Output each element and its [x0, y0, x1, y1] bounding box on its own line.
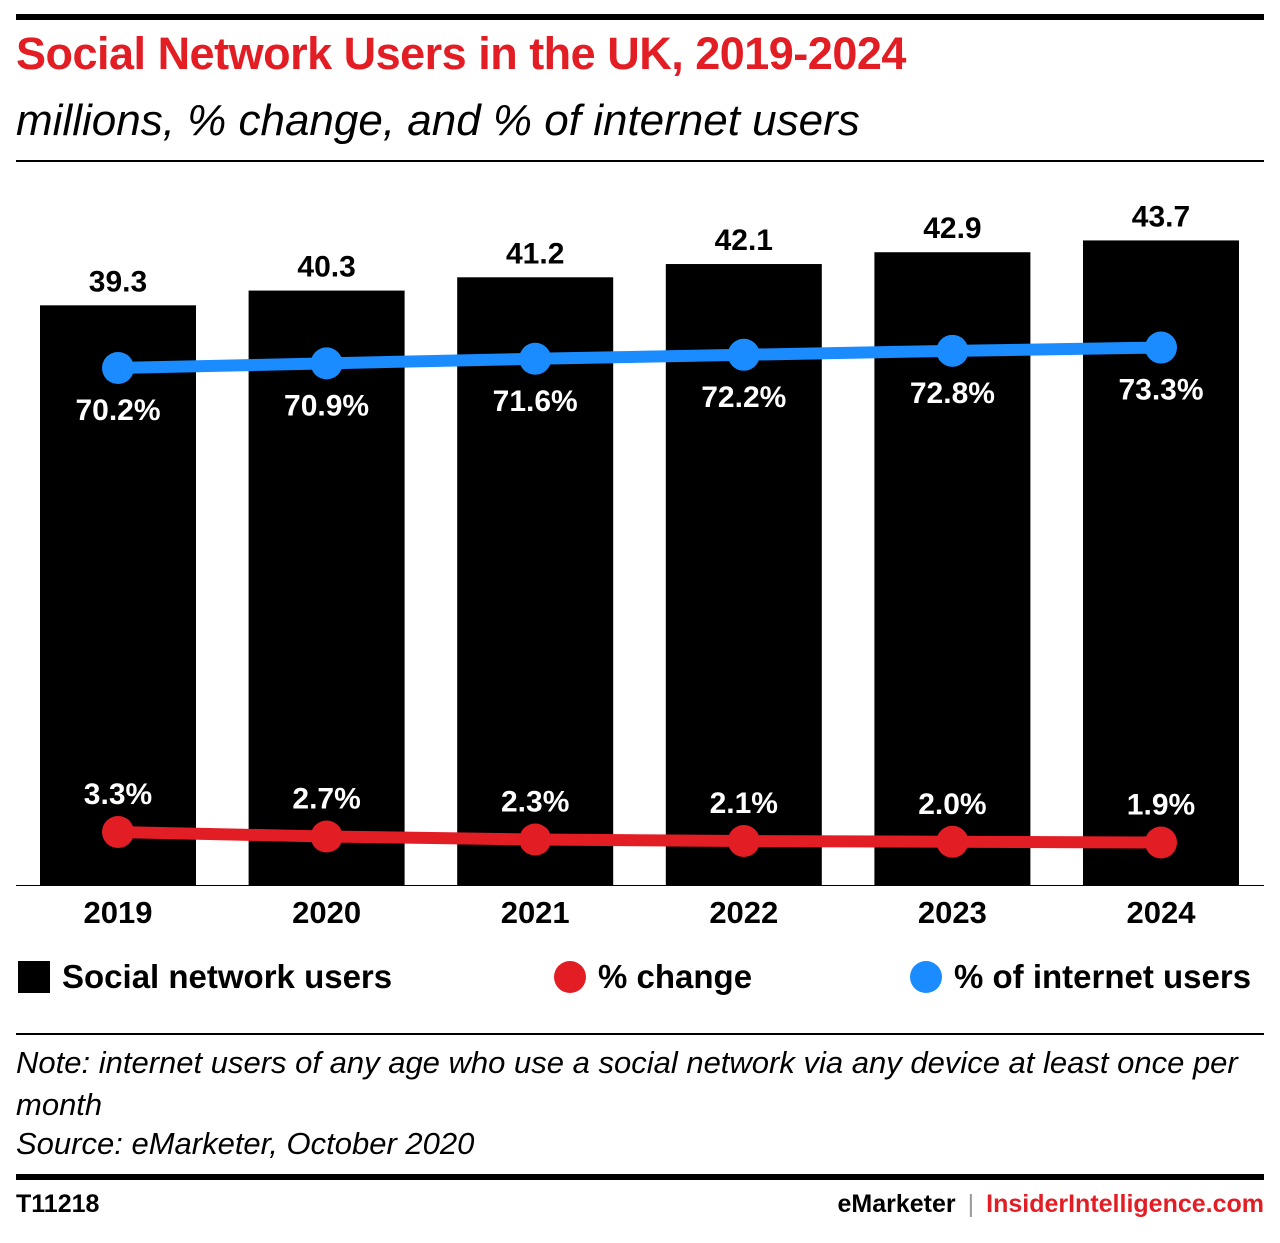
brand-separator: |	[967, 1190, 975, 1218]
internet-users-point	[519, 342, 552, 375]
x-tick-label: 2022	[709, 895, 778, 930]
internet-users-point	[936, 334, 969, 367]
percent-change-point	[936, 825, 969, 858]
percent-change-value-label: 2.1%	[710, 787, 778, 820]
legend-square-swatch	[18, 961, 50, 993]
bars-layer	[16, 240, 1264, 886]
top-rule	[16, 14, 1264, 20]
legend-item-social-network-users: Social network users	[18, 958, 392, 996]
internet-users-value-label: 70.2%	[75, 394, 160, 427]
bar-value-label: 40.3	[297, 251, 355, 284]
legend-item-percent-internet-users: % of internet users	[910, 958, 1251, 996]
x-tick-label: 2019	[84, 895, 153, 930]
x-tick-label: 2021	[501, 895, 570, 930]
internet-users-value-label: 71.6%	[493, 385, 578, 418]
bar-value-label: 43.7	[1132, 200, 1190, 233]
percent-change-value-label: 2.7%	[292, 783, 360, 816]
internet-users-value-label: 72.8%	[910, 377, 995, 410]
bar-2020	[248, 290, 405, 885]
percent-change-value-label: 1.9%	[1127, 789, 1195, 822]
x-tick-label: 2024	[1127, 895, 1197, 930]
internet-users-point	[1145, 331, 1177, 364]
legend-label: % change	[598, 958, 753, 995]
chart-area: 39.3 2019 40.3 2020 41.2 2021 42.1 2022 42.9 2023…	[16, 200, 1264, 930]
legend-item-percent-change: % change	[554, 958, 752, 996]
internet-users-point	[310, 347, 343, 380]
footer-rule	[16, 1174, 1264, 1180]
percent-change-value-label: 2.0%	[918, 788, 986, 821]
internet-users-value-label: 70.9%	[284, 389, 369, 422]
percent-change-point	[727, 825, 760, 857]
subtitle-rule	[16, 160, 1264, 162]
legend-label: % of internet users	[954, 958, 1252, 995]
bar-value-label: 42.9	[923, 212, 981, 245]
legend-dot-swatch	[554, 961, 586, 993]
percent-change-line	[112, 826, 1167, 849]
percent-change-point	[519, 823, 552, 856]
internet-users-value-label: 72.2%	[701, 381, 786, 414]
percent-change-point	[102, 816, 134, 848]
internet-users-point	[727, 338, 760, 371]
chart-note: Note: internet users of any age who use …	[16, 1045, 1238, 1122]
bar-2019	[40, 305, 196, 885]
brand-emarketer: eMarketer	[837, 1190, 956, 1218]
percent-change-point	[310, 820, 343, 853]
chart-id: T11218	[16, 1190, 100, 1218]
legend-label: Social network users	[62, 958, 393, 995]
labels-layer: 39.3 2019 40.3 2020 41.2 2021 42.1 2022 42.9 2023…	[75, 200, 1203, 930]
chart-subtitle: millions, % change, and % of internet us…	[16, 96, 860, 145]
percent-change-value-label: 2.3%	[501, 786, 569, 819]
bar-2021	[457, 277, 614, 885]
percent-change-point	[1145, 826, 1177, 859]
chart-title: Social Network Users in the UK, 2019-202…	[16, 28, 906, 79]
brand-footer: eMarketer | InsiderIntelligence.com	[838, 1190, 1265, 1219]
bar-value-label: 41.2	[506, 237, 564, 270]
legend: Social network users % change % of inter…	[16, 958, 1264, 1002]
bar-value-label: 39.3	[89, 265, 147, 298]
x-tick-label: 2020	[292, 895, 361, 930]
internet-users-line	[112, 341, 1167, 374]
internet-users-value-label: 73.3%	[1118, 374, 1203, 407]
internet-users-point	[102, 352, 134, 384]
bar-value-label: 42.1	[715, 224, 773, 257]
x-tick-label: 2023	[918, 895, 987, 930]
note-rule	[16, 1033, 1264, 1035]
percent-change-value-label: 3.3%	[84, 778, 152, 811]
legend-dot-swatch	[910, 961, 942, 993]
brand-insider-intelligence-link[interactable]: InsiderIntelligence.com	[986, 1190, 1264, 1218]
chart-source: Source: eMarketer, October 2020	[16, 1126, 475, 1161]
lines-layer	[102, 331, 1177, 859]
